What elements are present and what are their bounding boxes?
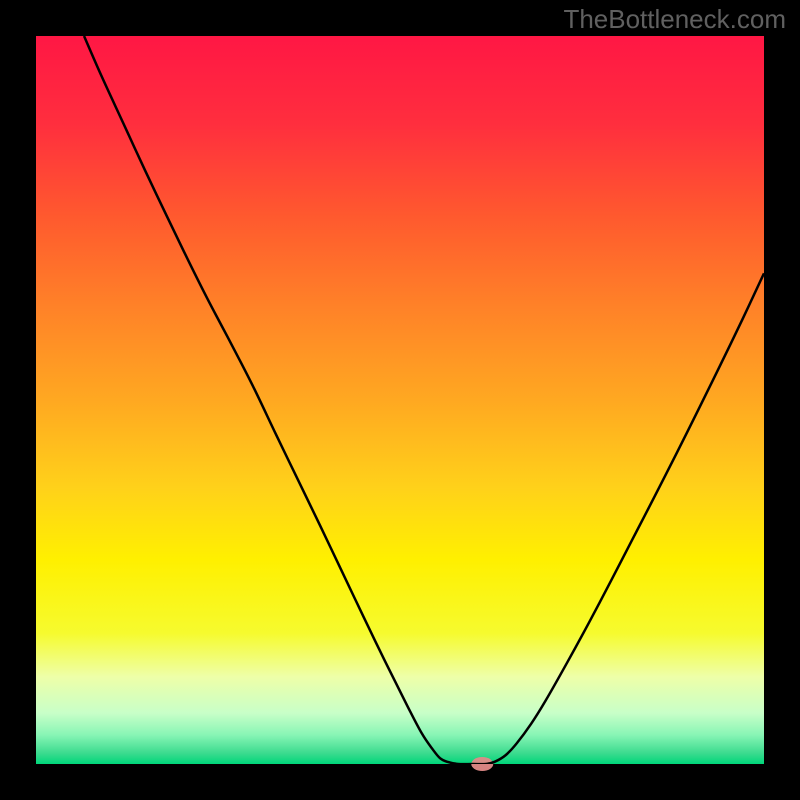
bottleneck-chart [0, 0, 800, 800]
chart-background [36, 36, 764, 764]
watermark-text: TheBottleneck.com [563, 4, 786, 35]
